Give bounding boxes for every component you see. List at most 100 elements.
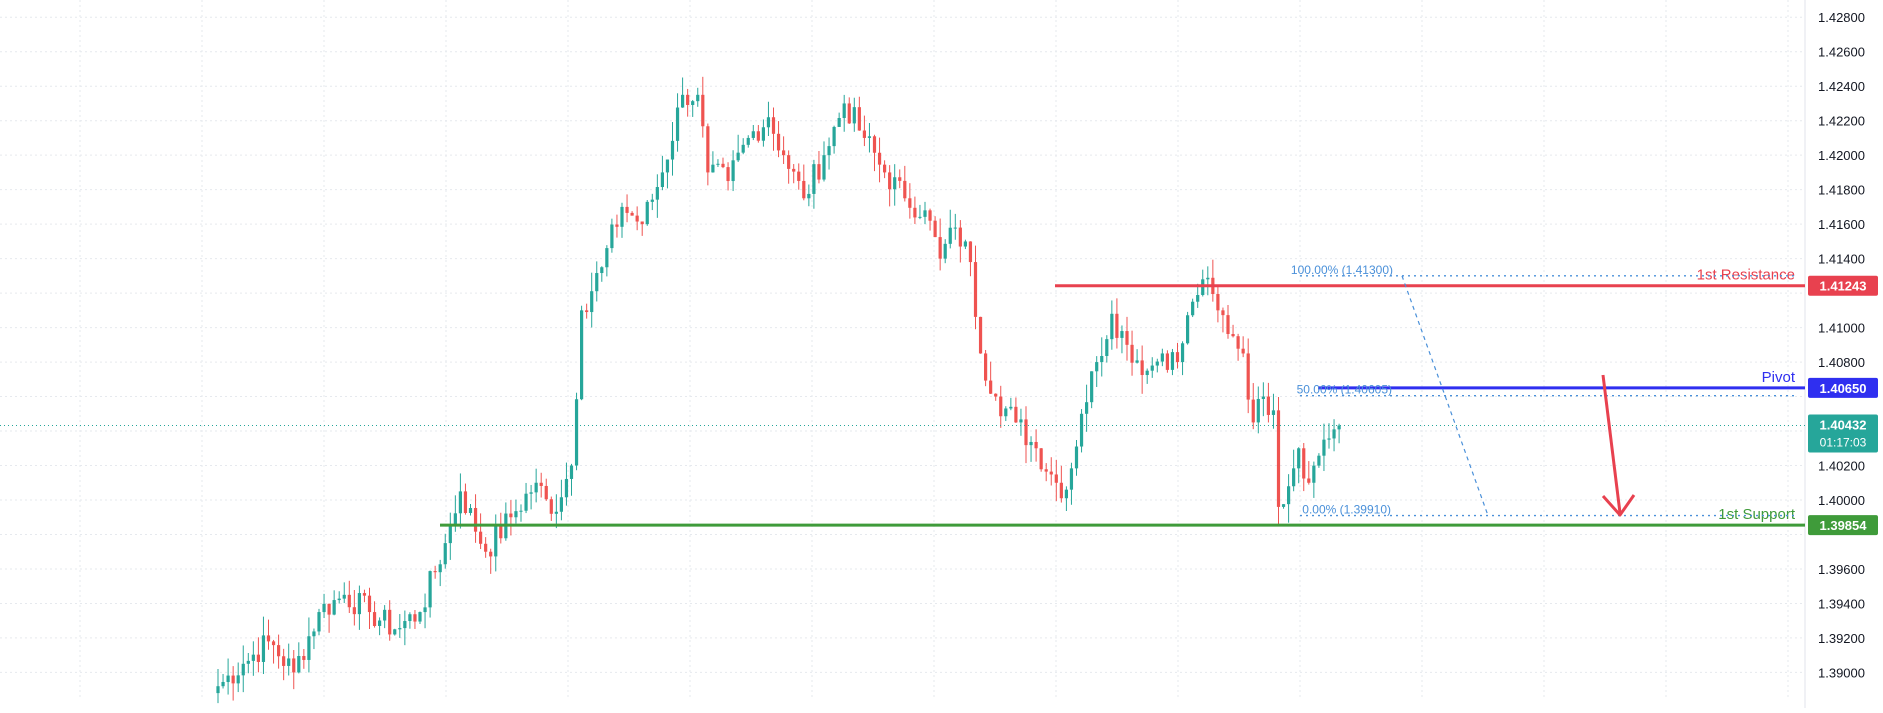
price-axis[interactable]: 1.42800 1.42600 1.42400 1.42200 1.42000 1.418…	[1808, 10, 1878, 680]
candle-body	[1231, 333, 1235, 337]
candle-body	[423, 607, 427, 613]
candle-body	[372, 612, 377, 626]
candle-body	[1160, 353, 1164, 362]
candle-body	[388, 609, 392, 635]
candle-body	[1236, 336, 1240, 349]
candle-body	[1256, 398, 1260, 423]
candle-body	[716, 163, 720, 165]
candle-body	[918, 216, 922, 218]
candle-body	[968, 241, 973, 263]
candle-body	[862, 130, 866, 138]
grid-layer	[0, 0, 1806, 708]
candle-body	[1180, 343, 1185, 363]
candle-body	[1216, 294, 1220, 311]
candle-body	[645, 201, 649, 225]
candle-body	[938, 237, 942, 259]
candle-body	[383, 609, 387, 621]
candle-body	[625, 206, 629, 213]
candle-body	[1034, 441, 1038, 449]
candle-body	[989, 380, 993, 394]
candle-body	[1246, 353, 1250, 400]
price-tick-label: 1.41800	[1818, 183, 1865, 198]
level-price-tag-text: 1.39854	[1820, 518, 1868, 533]
candle-body	[1251, 399, 1255, 423]
candle-body	[877, 152, 882, 165]
candle-body	[953, 227, 957, 229]
candle-body	[1261, 396, 1265, 399]
candle-body	[827, 146, 831, 156]
candle-body	[256, 654, 260, 662]
candle-body	[1271, 410, 1276, 415]
candle-body	[771, 117, 776, 134]
candle-body	[640, 221, 644, 225]
candle-body	[610, 224, 614, 249]
candle-body	[479, 531, 483, 544]
price-tick-label: 1.39400	[1818, 596, 1865, 611]
candle-body	[544, 485, 548, 500]
candle-body	[782, 150, 786, 156]
candle-body	[973, 262, 978, 317]
candle-body	[1085, 402, 1089, 414]
candle-body	[574, 399, 579, 466]
candle-body	[494, 526, 498, 557]
candle-body	[1170, 352, 1175, 370]
candle-body	[1281, 504, 1286, 507]
candle-body	[1029, 441, 1033, 446]
candle-body	[1292, 468, 1296, 487]
candle-body	[1241, 348, 1245, 354]
candle-body	[1090, 371, 1094, 403]
candle-body	[246, 660, 250, 664]
candle-body	[519, 510, 523, 512]
candle-body	[489, 551, 493, 557]
candle-body	[569, 465, 574, 479]
candle-body	[524, 493, 528, 511]
price-tick-label: 1.41400	[1818, 252, 1865, 267]
candle-body	[963, 241, 967, 247]
candle-body	[650, 199, 654, 202]
level-price-tag[interactable]	[1808, 515, 1878, 536]
fib-level-label: 50.00% (1.40605)	[1297, 383, 1392, 397]
candle-body	[1105, 339, 1109, 357]
candle-body	[681, 94, 685, 108]
candle-body	[943, 243, 947, 259]
level-name-label: Pivot	[1762, 369, 1796, 386]
candle-body	[736, 152, 740, 161]
current-price-value: 1.40432	[1820, 418, 1867, 433]
candle-body	[842, 103, 846, 119]
candle-body	[1307, 478, 1311, 483]
candle-body	[605, 248, 609, 268]
price-tick-label: 1.40200	[1818, 459, 1865, 474]
current-price-tag[interactable]	[1808, 414, 1878, 453]
candle-body	[802, 180, 806, 199]
candle-body	[686, 94, 690, 105]
candle-body	[322, 603, 326, 613]
candle-body	[696, 94, 700, 102]
candle-body	[539, 482, 543, 486]
candle-body	[590, 291, 594, 313]
candle-body	[1125, 331, 1129, 345]
candle-body	[357, 593, 361, 615]
candle-body	[923, 210, 927, 217]
candle-body	[302, 656, 306, 660]
level-price-tag-text: 1.41243	[1820, 279, 1867, 294]
price-tick-label: 1.39200	[1818, 631, 1865, 646]
candle-body	[711, 164, 715, 173]
candle-body	[1120, 331, 1124, 338]
candle-body	[766, 117, 771, 128]
candle-body	[756, 131, 760, 141]
candle-body	[367, 595, 372, 613]
candle-body	[1312, 465, 1316, 483]
candle-body	[1140, 360, 1144, 376]
level-price-tag[interactable]	[1808, 377, 1878, 398]
fib-level-label: 0.00% (1.39910)	[1302, 503, 1391, 517]
candle-body	[271, 641, 276, 646]
candle-body	[378, 620, 382, 626]
candle-body	[362, 593, 367, 596]
candle-body	[933, 220, 937, 238]
level-price-tag[interactable]	[1808, 275, 1878, 296]
candle-body	[928, 210, 932, 221]
candle-body	[1287, 486, 1291, 505]
